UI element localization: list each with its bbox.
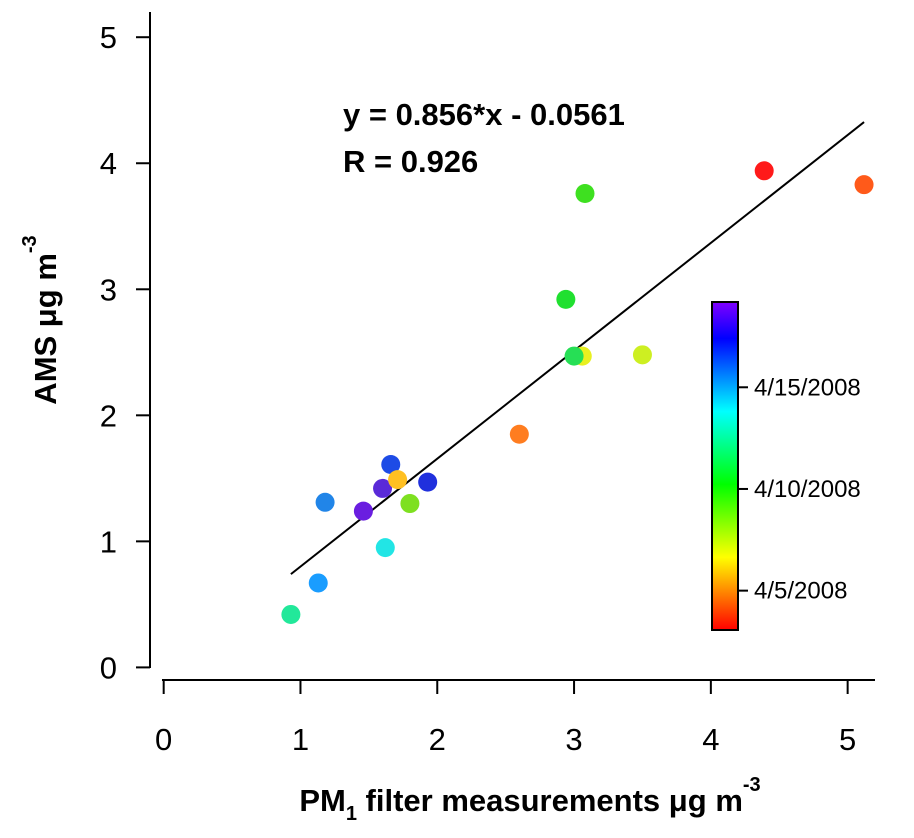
data-point [754,161,774,181]
data-point [418,472,438,492]
data-point [509,424,529,444]
data-point [308,573,328,593]
data-point [556,289,576,309]
y-axis-title-superscript: -3 [19,235,41,253]
colorbar-tick-label: 4/15/2008 [754,374,861,401]
data-point [381,454,401,474]
x-tick-label: 5 [839,722,856,757]
data-point [575,183,595,203]
x-axis-title-prefix: PM [299,783,346,818]
y-tick-label: 4 [100,146,117,181]
axes-layer: 0 1 2 3 4 5 0 1 2 3 4 5 [100,12,875,757]
colorbar: 4/15/2008 4/10/2008 4/5/2008 [711,301,861,631]
data-point [281,604,301,624]
x-axis-title: PM1 filter measurements μg m-3 [299,774,760,825]
x-tick-label: 0 [155,722,172,757]
y-axis-title-mu: μ [28,308,63,327]
x-axis-title-superscript: -3 [743,774,761,796]
data-point [854,175,874,195]
colorbar-tick-label: 4/10/2008 [754,476,861,503]
x-tick-label: 2 [429,722,446,757]
x-axis-title-main: filter measurements [357,783,669,818]
data-point [388,470,408,490]
y-tick-label: 0 [100,650,117,685]
y-tick-label: 1 [100,524,117,559]
x-tick-label: 4 [702,722,719,757]
y-axis-title-main: AMS [28,327,63,405]
y-tick-label: 5 [100,20,117,55]
x-axis-title-subscript: 1 [346,803,357,825]
data-point [373,478,393,498]
x-axis-title-mu: μ [669,783,688,818]
data-point [632,345,652,365]
data-point [400,494,420,514]
y-axis-title: AMS μg m-3 [19,235,63,404]
x-tick-label: 1 [292,722,309,757]
y-axis-title-unit: g m [28,253,63,308]
y-tick-label: 2 [100,398,117,433]
data-point [564,346,584,366]
data-point [375,538,395,558]
fit-equation: y = 0.856*x - 0.0561 [343,97,625,132]
x-tick-label: 3 [565,722,582,757]
data-point [315,492,335,512]
y-tick-label: 3 [100,272,117,307]
fit-r-value: R = 0.926 [343,144,478,179]
colorbar-tick-label: 4/5/2008 [754,578,847,605]
x-axis-title-unit: g m [688,783,743,818]
points-layer [281,161,874,624]
colorbar-gradient [711,301,739,631]
data-point [353,501,373,521]
